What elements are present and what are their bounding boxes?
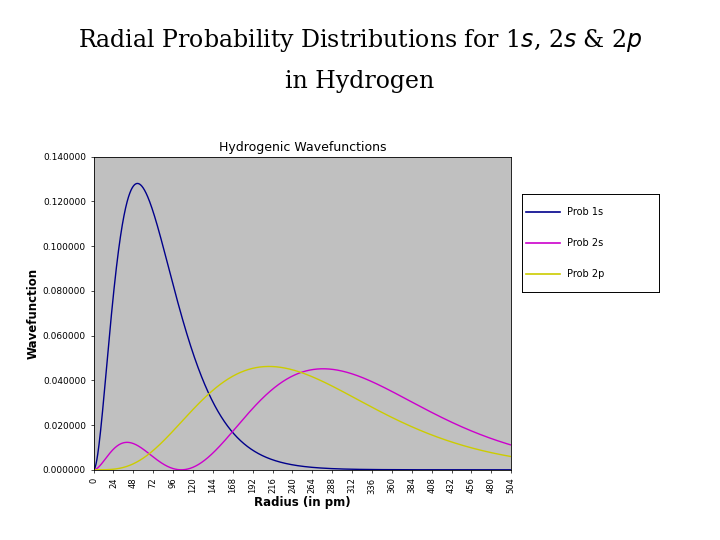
Prob 2p bbox=[249, 365, 258, 372]
Prob 2p bbox=[162, 435, 171, 442]
Text: Radial Probability Distributions for 1$s$, 2$s$ & 2$p$: Radial Probability Distributions for 1$s… bbox=[78, 27, 642, 54]
Prob 2p bbox=[454, 441, 462, 447]
Text: in Hydrogen: in Hydrogen bbox=[285, 70, 435, 93]
Prob 2s bbox=[499, 440, 508, 446]
Prob 2s bbox=[249, 404, 258, 410]
Prob 1s bbox=[133, 180, 142, 187]
X-axis label: Radius (in pm): Radius (in pm) bbox=[254, 496, 351, 509]
Prob 2p bbox=[264, 363, 273, 370]
Prob 2p bbox=[507, 454, 516, 460]
Prob 2p bbox=[268, 363, 276, 370]
Text: Prob 2p: Prob 2p bbox=[567, 269, 605, 279]
Prob 2s bbox=[319, 366, 328, 372]
Prob 1s bbox=[268, 456, 276, 463]
Prob 1s bbox=[89, 467, 98, 473]
Prob 1s bbox=[250, 448, 258, 454]
Prob 1s bbox=[162, 255, 171, 261]
Prob 2s bbox=[89, 467, 98, 473]
Line: Prob 2p: Prob 2p bbox=[94, 367, 511, 470]
Y-axis label: Wavefunction: Wavefunction bbox=[27, 268, 40, 359]
Prob 2p bbox=[89, 467, 98, 473]
Prob 2s bbox=[268, 387, 276, 393]
Prob 2p bbox=[499, 452, 508, 458]
Text: Prob 1s: Prob 1s bbox=[567, 207, 603, 217]
Text: Prob 2s: Prob 2s bbox=[567, 238, 603, 248]
Prob 2p bbox=[137, 456, 145, 463]
Prob 1s bbox=[507, 467, 516, 473]
Prob 1s bbox=[137, 183, 145, 189]
Prob 2s bbox=[454, 422, 462, 428]
Prob 2s bbox=[137, 444, 145, 451]
Prob 1s bbox=[499, 467, 508, 473]
Line: Prob 2s: Prob 2s bbox=[94, 369, 511, 470]
Title: Hydrogenic Wavefunctions: Hydrogenic Wavefunctions bbox=[219, 141, 386, 154]
Prob 2s bbox=[162, 462, 171, 469]
Prob 2s bbox=[507, 442, 516, 448]
Prob 1s bbox=[454, 467, 462, 473]
Line: Prob 1s: Prob 1s bbox=[94, 184, 511, 470]
